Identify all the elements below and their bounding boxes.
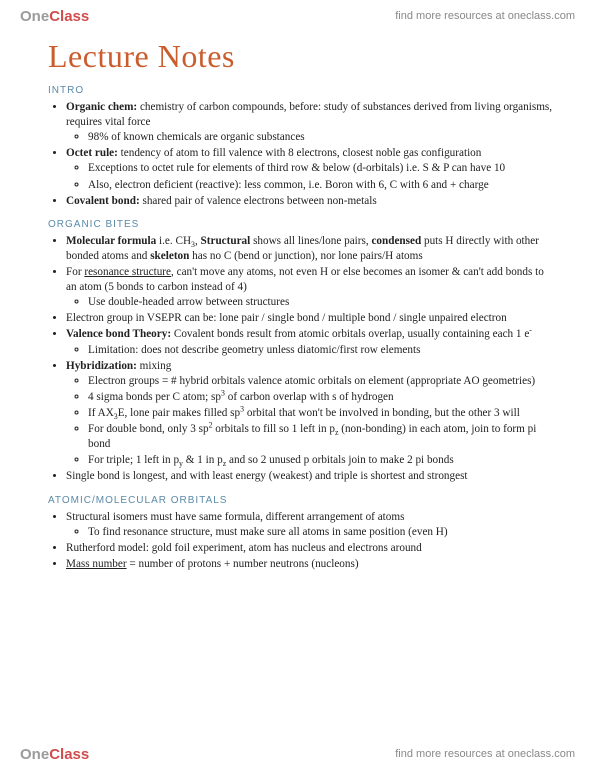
list-item: Also, electron deficient (reactive): les… xyxy=(88,178,555,193)
list-item: 98% of known chemicals are organic subst… xyxy=(88,130,555,145)
list-item: Electron groups = # hybrid orbitals vale… xyxy=(88,374,555,389)
section-list: Structural isomers must have same formul… xyxy=(48,510,555,572)
section-list: Molecular formula i.e. CH3, Structural s… xyxy=(48,234,555,485)
content-area: Lecture Notes INTRO Organic chem: chemist… xyxy=(48,38,555,732)
list-item: To find resonance structure, must make s… xyxy=(88,525,555,540)
list-item: Hybridization: mixingElectron groups = #… xyxy=(66,359,555,469)
page-title: Lecture Notes xyxy=(48,38,555,75)
footer-link[interactable]: find more resources at oneclass.com xyxy=(395,748,575,760)
footer-bar: OneClass find more resources at oneclass… xyxy=(0,738,595,770)
list-item: Rutherford model: gold foil experiment, … xyxy=(66,541,555,556)
section-heading: ORGANIC BITES xyxy=(48,219,555,230)
list-item: Exceptions to octet rule for elements of… xyxy=(88,161,555,176)
sub-list: Exceptions to octet rule for elements of… xyxy=(66,161,555,192)
sub-list: Use double-headed arrow between structur… xyxy=(66,295,555,310)
logo-footer: OneClass xyxy=(20,746,89,763)
list-item: For triple; 1 left in py & 1 in pz and s… xyxy=(88,453,555,468)
header-bar: OneClass find more resources at oneclass… xyxy=(0,0,595,32)
list-item: Valence bond Theory: Covalent bonds resu… xyxy=(66,327,555,357)
list-item: Mass number = number of protons + number… xyxy=(66,557,555,572)
sub-list: 98% of known chemicals are organic subst… xyxy=(66,130,555,145)
list-item: If AX3E, lone pair makes filled sp3 orbi… xyxy=(88,406,555,421)
logo-footer-one: One xyxy=(20,746,49,763)
logo: OneClass xyxy=(20,8,89,25)
list-item: 4 sigma bonds per C atom; sp3 of carbon … xyxy=(88,390,555,405)
list-item: Octet rule: tendency of atom to fill val… xyxy=(66,146,555,192)
list-item: Structural isomers must have same formul… xyxy=(66,510,555,540)
list-item: For double bond, only 3 sp2 orbitals to … xyxy=(88,422,555,452)
list-item: Molecular formula i.e. CH3, Structural s… xyxy=(66,234,555,264)
list-item: Use double-headed arrow between structur… xyxy=(88,295,555,310)
list-item: Covalent bond: shared pair of valence el… xyxy=(66,194,555,209)
logo-part-class: Class xyxy=(49,8,89,25)
header-link[interactable]: find more resources at oneclass.com xyxy=(395,10,575,22)
section-heading: ATOMIC/MOLECULAR ORBITALS xyxy=(48,495,555,506)
section-list: Organic chem: chemistry of carbon compou… xyxy=(48,100,555,209)
logo-footer-class: Class xyxy=(49,746,89,763)
list-item: Electron group in VSEPR can be: lone pai… xyxy=(66,311,555,326)
sub-list: Limitation: does not describe geometry u… xyxy=(66,343,555,358)
section-heading: INTRO xyxy=(48,85,555,96)
list-item: Single bond is longest, and with least e… xyxy=(66,469,555,484)
sub-list: Electron groups = # hybrid orbitals vale… xyxy=(66,374,555,469)
logo-part-one: One xyxy=(20,8,49,25)
list-item: Organic chem: chemistry of carbon compou… xyxy=(66,100,555,145)
sub-list: To find resonance structure, must make s… xyxy=(66,525,555,540)
list-item: Limitation: does not describe geometry u… xyxy=(88,343,555,358)
list-item: For resonance structure, can't move any … xyxy=(66,265,555,310)
sections-root: INTRO Organic chem: chemistry of carbon c… xyxy=(48,85,555,572)
